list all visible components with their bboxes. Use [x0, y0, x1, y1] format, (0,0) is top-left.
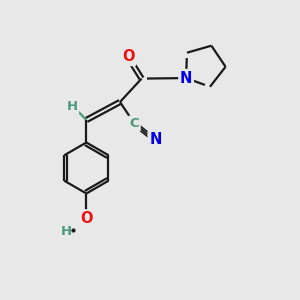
Text: O: O: [122, 50, 135, 64]
Text: H: H: [66, 100, 78, 113]
Text: C: C: [130, 117, 139, 130]
Text: H: H: [61, 225, 72, 238]
Text: N: N: [149, 132, 162, 147]
Text: O: O: [80, 211, 93, 226]
Text: N: N: [180, 70, 192, 86]
